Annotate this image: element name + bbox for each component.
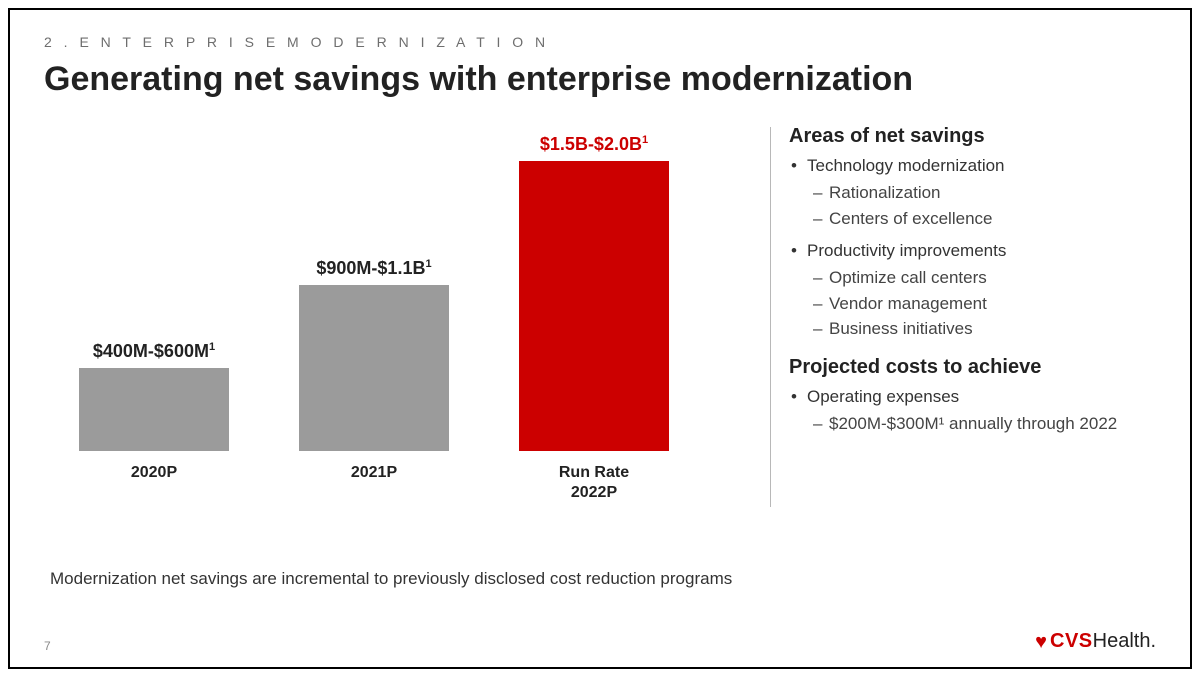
side-list: Technology modernization RationalizationC… bbox=[789, 156, 1156, 342]
side-sublist-item: Business initiatives bbox=[789, 316, 1156, 342]
side-list-item: Technology modernization bbox=[789, 156, 1156, 176]
bar bbox=[519, 161, 669, 451]
section-eyebrow: 2 . E N T E R P R I S E M O D E R N I Z … bbox=[44, 34, 1156, 50]
slide-frame: 2 . E N T E R P R I S E M O D E R N I Z … bbox=[8, 8, 1192, 669]
content-row: $400M-$600M1 $900M-$1.1B1 $1.5B-$2.0B1 202… bbox=[44, 117, 1156, 547]
bar-group: $900M-$1.1B1 bbox=[279, 258, 469, 451]
side-list-item: Productivity improvements bbox=[789, 241, 1156, 261]
chart-pane: $400M-$600M1 $900M-$1.1B1 $1.5B-$2.0B1 202… bbox=[44, 117, 764, 547]
side-list-item: Operating expenses bbox=[789, 387, 1156, 407]
heart-icon: ♥ bbox=[1035, 632, 1047, 652]
footnote-marker: 1 bbox=[642, 134, 648, 146]
vertical-divider bbox=[770, 127, 771, 507]
cvs-health-logo: ♥ CVSHealth. bbox=[1035, 630, 1156, 653]
logo-suffix: Health. bbox=[1093, 630, 1156, 652]
bar-group: $400M-$600M1 bbox=[59, 341, 249, 451]
side-sublist: $200M-$300M¹ annually through 2022 bbox=[789, 411, 1156, 437]
page-number: 7 bbox=[44, 639, 51, 653]
logo-brand: CVS bbox=[1050, 630, 1093, 652]
bar-group: $1.5B-$2.0B1 bbox=[499, 134, 689, 451]
side-heading: Areas of net savings bbox=[789, 125, 1156, 148]
side-sublist: RationalizationCenters of excellence bbox=[789, 180, 1156, 231]
footnote-marker: 1 bbox=[425, 258, 431, 270]
bar bbox=[299, 285, 449, 451]
side-sublist-item: Rationalization bbox=[789, 180, 1156, 206]
footnote-marker: 1 bbox=[209, 341, 215, 353]
side-sublist-item: Centers of excellence bbox=[789, 206, 1156, 232]
savings-bar-chart: $400M-$600M1 $900M-$1.1B1 $1.5B-$2.0B1 202… bbox=[44, 123, 704, 503]
slide-footer: 7 ♥ CVSHealth. bbox=[44, 630, 1156, 653]
side-panel: Areas of net savings Technology moderniza… bbox=[789, 117, 1156, 547]
x-axis-label: 2020P bbox=[59, 463, 249, 503]
bar bbox=[79, 368, 229, 451]
x-axis-label: 2021P bbox=[279, 463, 469, 503]
slide-title: Generating net savings with enterprise m… bbox=[44, 60, 1156, 99]
bar-value-label: $1.5B-$2.0B1 bbox=[540, 134, 648, 155]
side-sublist-item: Optimize call centers bbox=[789, 265, 1156, 291]
bar-value-label: $400M-$600M1 bbox=[93, 341, 215, 362]
side-list: Operating expenses $200M-$300M¹ annually … bbox=[789, 387, 1156, 437]
side-heading: Projected costs to achieve bbox=[789, 356, 1156, 379]
side-sublist-item: Vendor management bbox=[789, 291, 1156, 317]
x-axis-label: Run Rate2022P bbox=[499, 463, 689, 503]
chart-footnote: Modernization net savings are incrementa… bbox=[50, 569, 1156, 589]
side-sublist-item: $200M-$300M¹ annually through 2022 bbox=[789, 411, 1156, 437]
bar-value-label: $900M-$1.1B1 bbox=[316, 258, 431, 279]
side-sublist: Optimize call centersVendor managementBu… bbox=[789, 265, 1156, 342]
